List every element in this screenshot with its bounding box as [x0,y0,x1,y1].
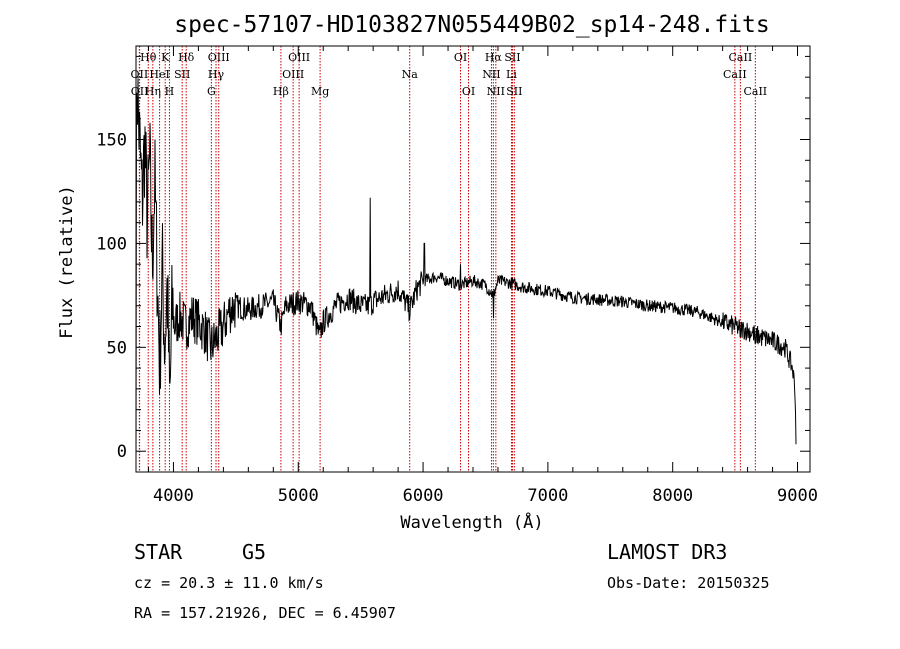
line-label-hβ: Hβ [273,85,289,98]
line-label-oi: OI [454,51,467,64]
line-label-hei: HeI [149,68,169,81]
redshift-readout: cz = 20.3 ± 11.0 km/s [134,574,324,592]
line-label-mg: Mg [311,85,329,98]
line-label-nii: NII [487,85,505,98]
y-tick-label: 150 [96,131,127,151]
line-label-sii: SII [504,51,520,64]
line-label-h: H [165,85,175,98]
x-tick-labels: 4000 5000 6000 7000 8000 9000 [153,486,818,506]
x-tick-label: 4000 [153,486,194,506]
survey-name: LAMOST DR3 [607,540,728,564]
axis-ticks [136,46,810,473]
line-label-oii: OII [131,85,149,98]
x-tick-label: 9000 [777,486,818,506]
y-tick-label: 100 [96,234,127,254]
line-label-caii: CaII [729,51,753,64]
line-label-na: Na [402,68,419,81]
plot-frame [135,45,811,473]
spectral-line-markers [138,46,756,472]
chart-title: spec-57107-HD103827N055449B02_sp14-248.f… [174,12,769,38]
y-tick-label: 0 [117,442,127,462]
line-label-li: Li [506,68,517,81]
line-label-hδ: Hδ [178,51,195,64]
line-label-hθ: Hθ [140,51,157,64]
spectrum-series [135,78,797,462]
line-label-oiii: OIII [208,51,230,64]
x-tick-label: 5000 [278,486,319,506]
line-label-hα: Hα [485,51,503,64]
spectral-subclass: G5 [242,540,267,564]
x-tick-label: 8000 [652,486,693,506]
line-label-sii: SII [174,68,190,81]
x-axis-label: Wavelength (Å) [400,511,543,533]
line-label-oii: OII [131,68,149,81]
line-label-caii: CaII [743,85,767,98]
line-label-hγ: Hγ [208,68,225,81]
coordinates-readout: RA = 157.21926, DEC = 6.45907 [134,604,396,622]
y-axis-label: Flux (relative) [57,185,77,339]
x-tick-label: 6000 [403,486,444,506]
spectral-line-labels: OII OII Hθ Hη HeI K H SII Hδ G Hγ OIII Hβ OIII OIII Mg N… [131,51,768,98]
line-label-caii: CaII [723,68,747,81]
line-label-k: K [161,51,170,64]
y-tick-labels: 0 50 100 150 [96,131,127,463]
line-label-hη: Hη [145,85,161,98]
line-label-sii: SII [506,85,522,98]
line-label-nii: NII [482,68,500,81]
object-class: STAR [134,540,183,564]
line-label-oiii: OIII [282,68,304,81]
y-tick-label: 50 [107,338,127,358]
line-label-oi: OI [462,85,475,98]
line-label-oiii: OIII [288,51,310,64]
observation-date: Obs-Date: 20150325 [607,574,770,592]
x-tick-label: 7000 [527,486,568,506]
line-label-g: G [207,85,216,98]
